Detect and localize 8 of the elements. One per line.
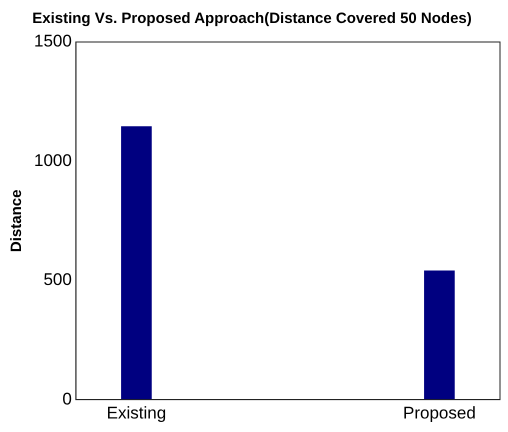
chart-title: Existing Vs. Proposed Approach(Distance Covered 50 Nodes) xyxy=(32,10,472,28)
y-tick-label: 0 xyxy=(62,389,72,408)
x-tick-label: Proposed xyxy=(403,403,476,422)
y-axis-title: Distance xyxy=(8,190,26,252)
y-tick-label: 1500 xyxy=(34,32,72,51)
y-tick-label: 1000 xyxy=(34,150,72,170)
x-tick-label: Existing xyxy=(106,403,166,422)
y-tick-label: 500 xyxy=(43,270,72,290)
